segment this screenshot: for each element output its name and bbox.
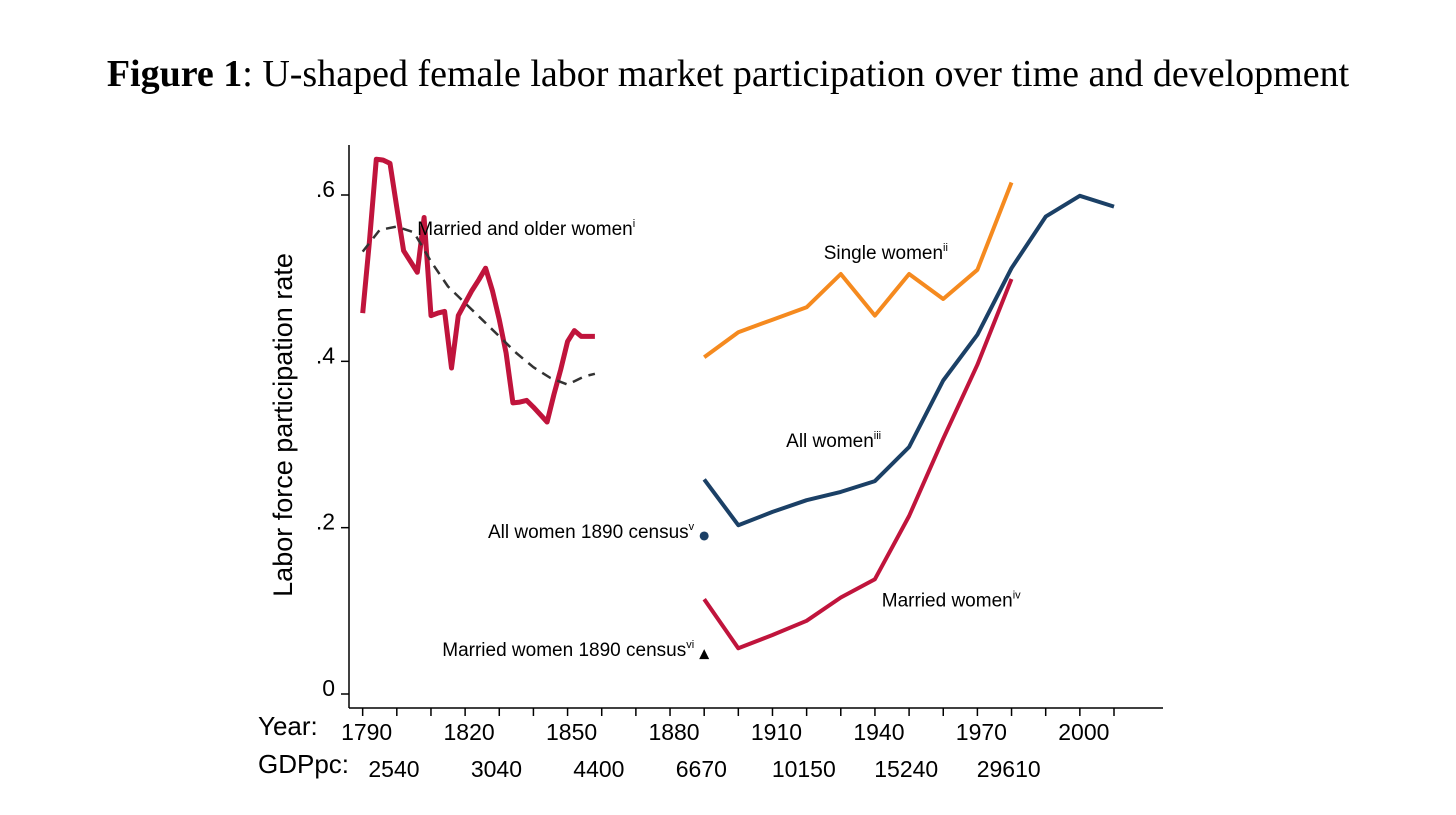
series-line-married_older xyxy=(360,156,595,425)
point-married1890 xyxy=(699,649,710,660)
series-line-single xyxy=(703,181,1014,359)
point-label-all1890: All women 1890 censusv xyxy=(488,521,695,543)
x-tick-label: 1940 xyxy=(853,719,904,745)
series-line-all xyxy=(702,193,1115,528)
gdp-label: 3040 xyxy=(471,756,522,782)
year-row-label: Year: xyxy=(258,711,318,741)
y-tick-label: 0 xyxy=(322,675,335,701)
gdp-label: 4400 xyxy=(573,756,624,782)
figure-title: Figure 1: U-shaped female labor market p… xyxy=(0,52,1456,96)
y-tick-label: .2 xyxy=(316,509,335,535)
x-tick-label: 1790 xyxy=(341,719,392,745)
series-label-married: Married womeniv xyxy=(882,590,1021,612)
figure-title-text: : U-shaped female labor market participa… xyxy=(242,53,1350,95)
series-label-married_older: Married and older womeni xyxy=(417,218,635,240)
point-all1890 xyxy=(699,531,709,541)
x-tick-label: 1970 xyxy=(956,719,1007,745)
x-tick-label: 1910 xyxy=(751,719,802,745)
x-tick-label: 2000 xyxy=(1058,719,1109,745)
gdp-label: 15240 xyxy=(874,756,938,782)
y-tick-label: .6 xyxy=(316,176,335,202)
x-tick-label: 1850 xyxy=(546,719,597,745)
gdp-label: 29610 xyxy=(977,756,1041,782)
y-tick-label: .4 xyxy=(316,342,335,368)
axes: 0 .2 .4 .6 Year: 1790 1820 1850 1880 1910 1940 1970… xyxy=(258,145,1163,782)
gdp-label: 2540 xyxy=(368,756,419,782)
series-line-trend xyxy=(361,225,596,386)
y-axis-label: Labor force participation rate xyxy=(268,253,298,597)
series-layer xyxy=(360,156,1115,660)
gdp-label: 10150 xyxy=(772,756,836,782)
gdp-row-label: GDPpc: xyxy=(258,749,349,779)
series-line-married xyxy=(702,278,1014,651)
labels-layer: Married and older womeni Single womenii Al… xyxy=(417,218,1021,661)
series-label-all: All womeniii xyxy=(786,430,881,452)
series-label-single: Single womenii xyxy=(824,242,948,264)
x-tick-label: 1820 xyxy=(444,719,495,745)
figure-label: Figure 1 xyxy=(106,53,243,95)
gdp-label: 6670 xyxy=(676,756,727,782)
point-label-married1890: Married women 1890 censusvi xyxy=(442,639,694,661)
x-tick-label: 1880 xyxy=(648,719,699,745)
